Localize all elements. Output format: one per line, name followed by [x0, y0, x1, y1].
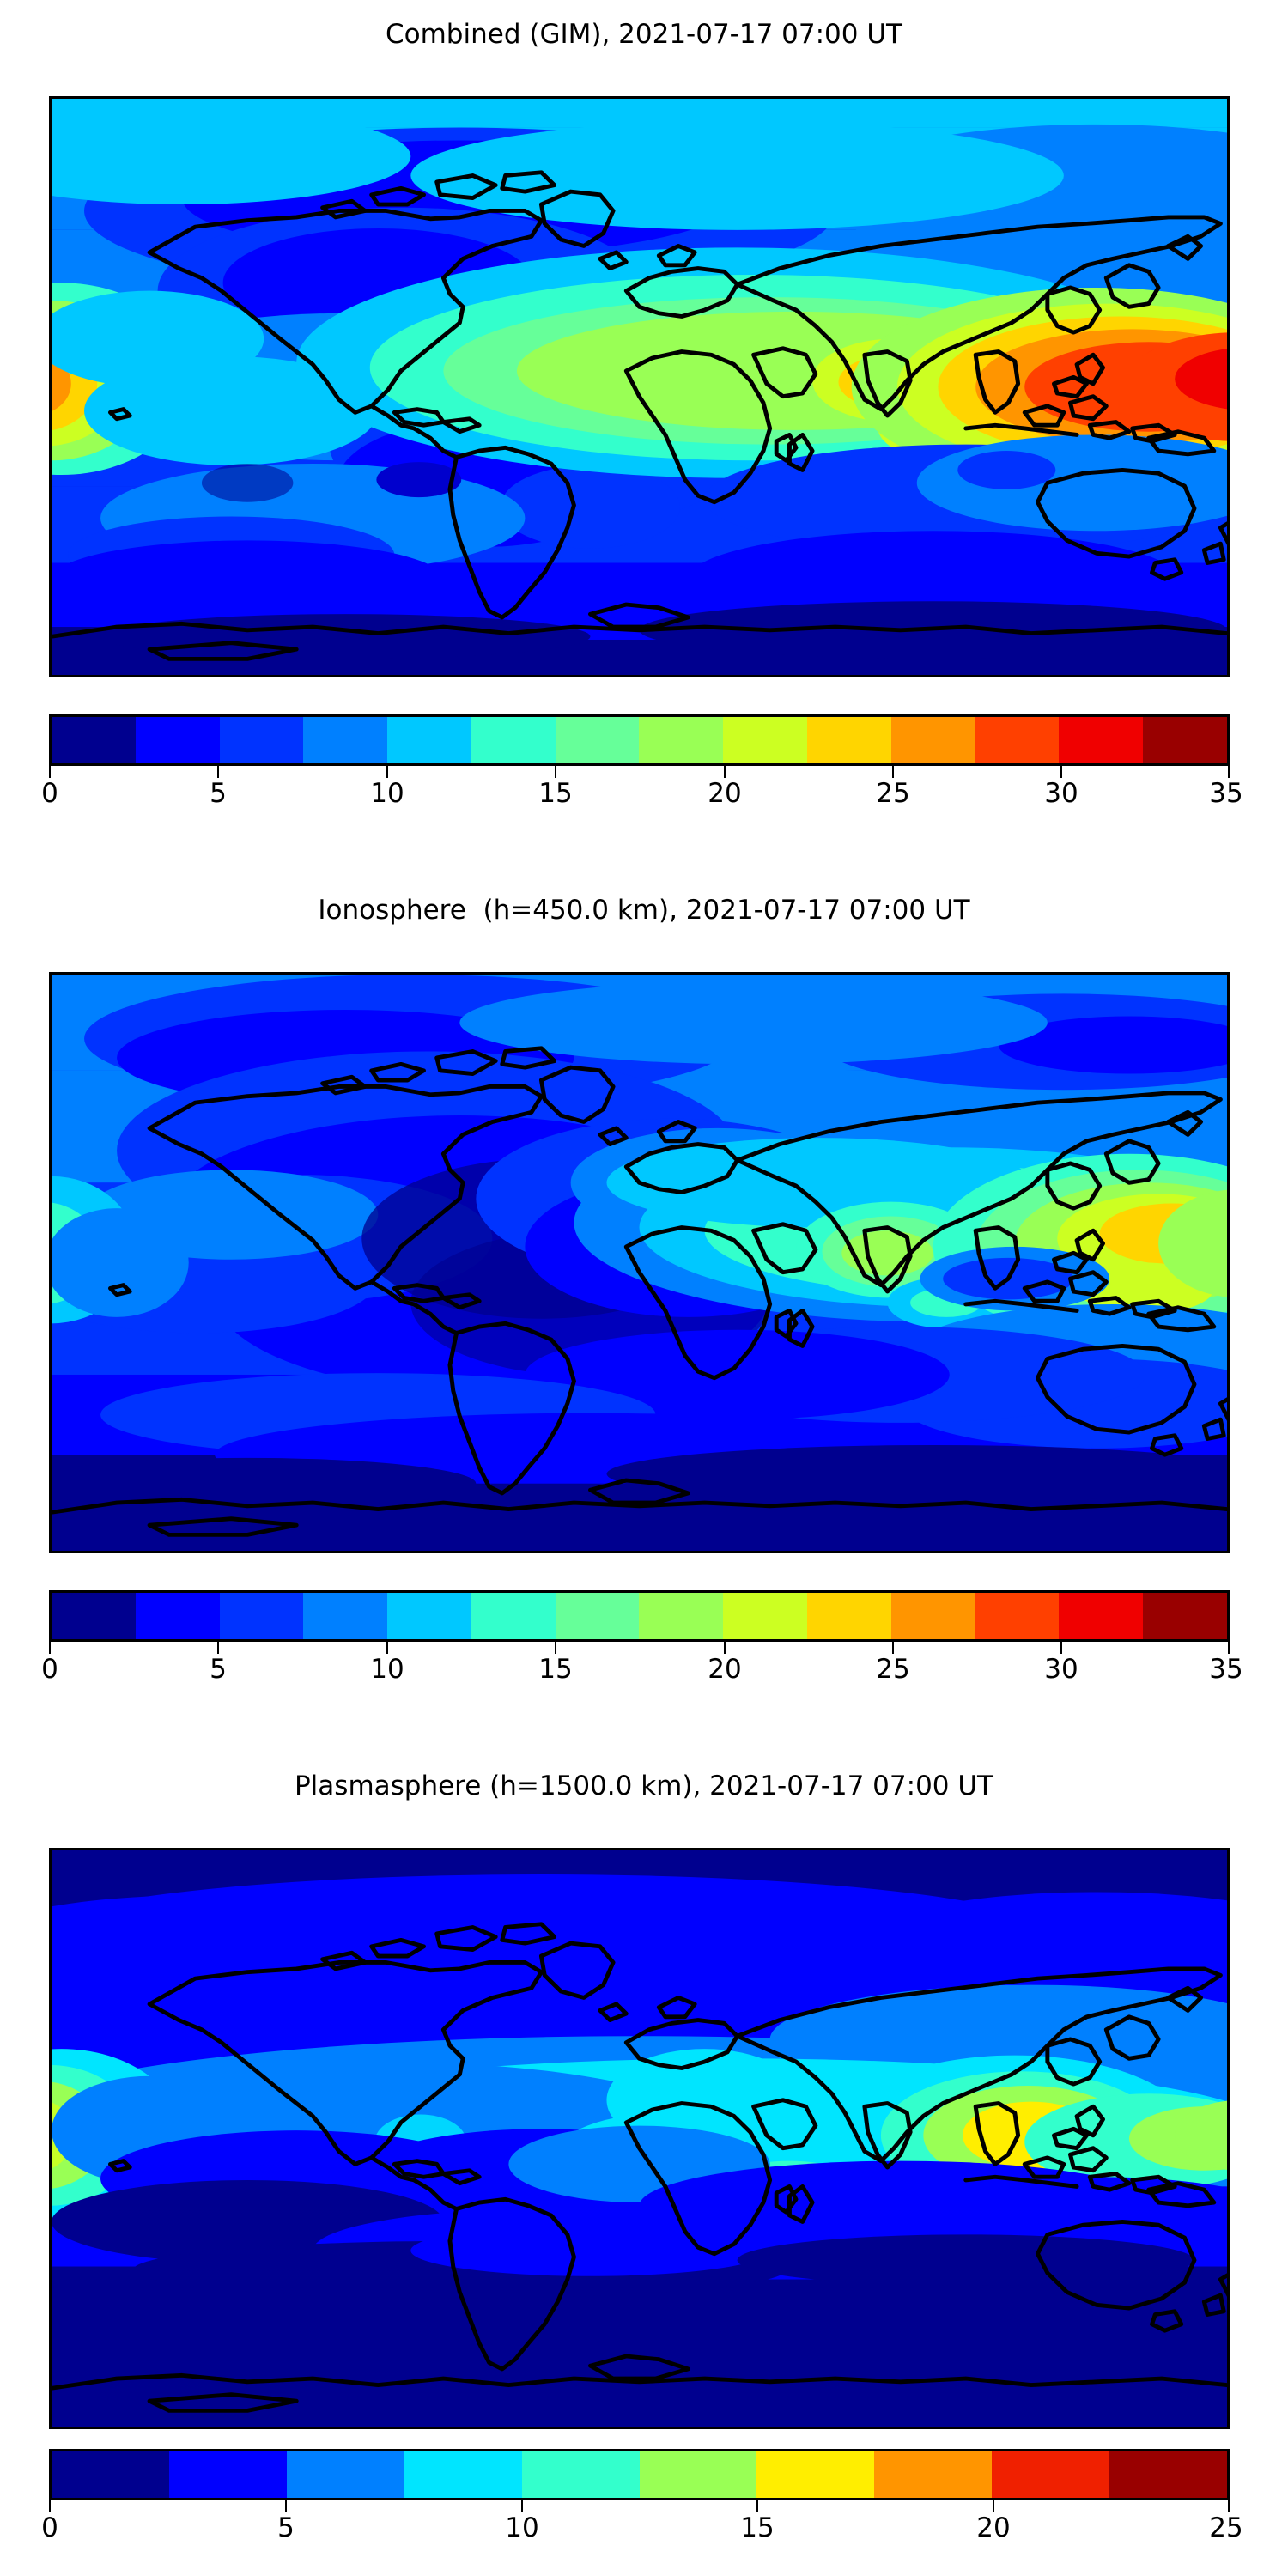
colorbar-strip — [49, 714, 1230, 766]
colorbar-ticks — [49, 1642, 1230, 1654]
colorbar-tick-label: 0 — [41, 1654, 58, 1685]
colorbar-tick-label: 0 — [41, 778, 58, 809]
colorbar-tick-label: 20 — [708, 778, 742, 809]
colorbar-strip — [49, 1590, 1230, 1642]
panel-plasmasphere-1500km: Plasmasphere (h=1500.0 km), 2021-07-17 0… — [0, 1752, 1288, 2576]
colorbar-tick-label: 10 — [505, 2512, 539, 2543]
map-plot-ionosphere — [49, 972, 1230, 1553]
colorbar-tick-label: 30 — [1044, 1654, 1078, 1685]
colorbar-tick-label: 15 — [740, 2512, 775, 2543]
colorbar-tick-label: 25 — [876, 778, 910, 809]
colorbar-tick-label: 20 — [708, 1654, 742, 1685]
panel-combined-gim: Combined (GIM), 2021-07-17 07:00 UT — [0, 0, 1288, 876]
colorbar-tick-label: 0 — [41, 2512, 58, 2543]
colorbar-tick-label: 15 — [538, 778, 573, 809]
colorbar-strip — [49, 2449, 1230, 2500]
map-plot-combined-gim — [49, 96, 1230, 677]
colorbar-tick-label: 10 — [370, 1654, 404, 1685]
colorbar-tick-label: 35 — [1209, 778, 1243, 809]
panel-title: Plasmasphere (h=1500.0 km), 2021-07-17 0… — [294, 1771, 993, 1801]
colorbar-tick-label: 20 — [976, 2512, 1011, 2543]
colorbar-tick-labels: 0 5 10 15 20 25 30 35 — [41, 1654, 1243, 1692]
contour-map-combined — [52, 99, 1227, 675]
coastline-layer — [52, 1922, 1227, 2413]
colorbar-plasmasphere-1500km: 0 5 10 15 20 25 — [41, 2449, 1243, 2543]
colorbar-tick-label: 25 — [876, 1654, 910, 1685]
colorbar-ionosphere-450km: 0 5 10 15 20 25 30 35 — [41, 1590, 1243, 1685]
panel-title: Combined (GIM), 2021-07-17 07:00 UT — [386, 19, 902, 50]
colorbar-tick-label: 30 — [1044, 778, 1078, 809]
colorbar-tick-label: 5 — [210, 778, 227, 809]
colorbar-tick-label: 35 — [1209, 1654, 1243, 1685]
colorbar-tick-label: 10 — [370, 778, 404, 809]
colorbar-tick-label: 15 — [538, 1654, 573, 1685]
contour-map-ionosphere — [52, 975, 1227, 1551]
colorbar-combined-gim: 0 5 10 15 20 25 30 35 — [41, 714, 1243, 809]
map-plot-plasmasphere — [49, 1848, 1230, 2429]
contour-map-plasmasphere — [52, 1850, 1227, 2427]
coastline-layer — [52, 170, 1227, 661]
colorbar-tick-labels: 0 5 10 15 20 25 — [41, 2512, 1243, 2550]
colorbar-tick-labels: 0 5 10 15 20 25 30 35 — [41, 778, 1243, 816]
colorbar-tick-label: 5 — [210, 1654, 227, 1685]
panel-title: Ionosphere (h=450.0 km), 2021-07-17 07:0… — [318, 895, 970, 926]
colorbar-ticks — [49, 766, 1230, 778]
colorbar-ticks — [49, 2500, 1230, 2512]
coastline-layer — [52, 1046, 1227, 1537]
colorbar-tick-label: 25 — [1209, 2512, 1243, 2543]
panel-ionosphere-450km: Ionosphere (h=450.0 km), 2021-07-17 07:0… — [0, 876, 1288, 1752]
colorbar-tick-label: 5 — [277, 2512, 295, 2543]
